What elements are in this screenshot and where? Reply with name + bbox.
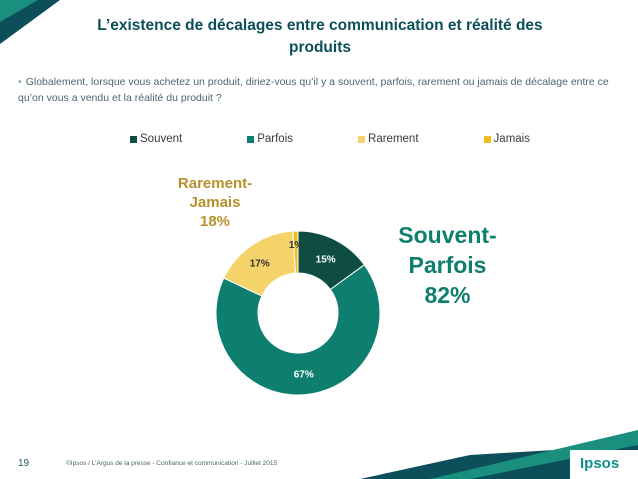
bottom-band-teal xyxy=(430,430,638,479)
legend-swatch-jamais xyxy=(483,135,491,143)
donut-slice-parfois xyxy=(215,264,381,396)
legend-item-rarement: Rarement xyxy=(358,131,419,147)
slice-label-parfois: 67% xyxy=(294,370,314,381)
legend-label-rarement: Rarement xyxy=(368,133,419,145)
legend-swatch-souvent xyxy=(130,135,137,143)
legend-swatch-rarement xyxy=(358,135,366,143)
legend-item-parfois: Parfois xyxy=(247,131,293,147)
group-label-rarement-jamais-line1: Rarement- xyxy=(177,175,253,192)
survey-question-text: Globalement, lorsque vous achetez un pro… xyxy=(18,76,609,104)
page-title: L’existence de décalages entre communica… xyxy=(97,17,543,56)
legend-swatch-parfois xyxy=(247,135,255,143)
logo-background xyxy=(570,450,638,479)
bullet-icon: • xyxy=(18,76,22,88)
group-label-rarement-jamais: Rarement- Jamais 18% xyxy=(160,174,270,231)
survey-question: • Globalement, lorsque vous achetez un pr… xyxy=(18,74,618,106)
slice-label-souvent: 15% xyxy=(316,255,336,266)
group-label-souvent-parfois: Souvent- Parfois 82% xyxy=(385,220,510,310)
slice-label-rarement: 17% xyxy=(250,259,270,270)
legend-item-souvent: Souvent xyxy=(130,131,182,147)
legend-label-parfois: Parfois xyxy=(257,133,294,145)
group-label-souvent-parfois-line1: Souvent- xyxy=(398,222,497,248)
legend-item-jamais: Jamais xyxy=(483,131,530,147)
slice-label-jamais: 1% xyxy=(289,240,304,251)
legend-label-jamais: Jamais xyxy=(493,133,530,145)
footer-copyright: ©Ipsos / L’Argus de la presse - Confianc… xyxy=(66,460,278,467)
ipsos-logo: Ipsos xyxy=(580,455,620,472)
page-number: 19 xyxy=(18,458,30,469)
corner-band-top-left-dark xyxy=(0,0,60,44)
group-label-souvent-parfois-line2: Parfois xyxy=(408,252,487,278)
group-label-rarement-jamais-line2: Jamais xyxy=(189,194,241,211)
donut-slice-jamais xyxy=(292,230,299,274)
group-label-souvent-parfois-value: 82% xyxy=(424,282,471,308)
group-label-rarement-jamais-value: 18% xyxy=(199,213,231,230)
chart-legend: Souvent Parfois Rarement Jamais xyxy=(130,131,530,147)
legend-label-souvent: Souvent xyxy=(140,133,183,145)
